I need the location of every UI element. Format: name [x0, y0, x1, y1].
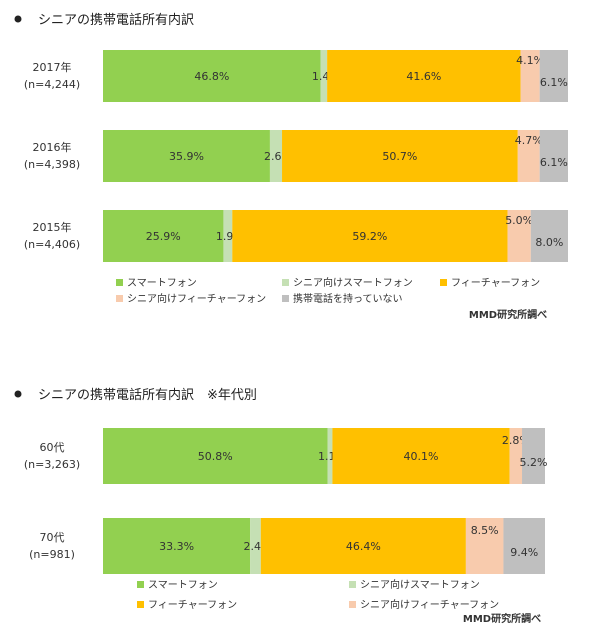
chart1-legend-label: シニア向けフィーチャーフォン [127, 292, 266, 305]
chart2-sample-label: (n=981) [29, 548, 75, 561]
chart1-data-label: 41.6% [406, 70, 441, 83]
chart1-sample-label: (n=4,398) [24, 158, 80, 171]
chart1-bar-segment [517, 130, 540, 182]
chart2-data-label: 5.2% [520, 456, 548, 469]
chart2-legend-label: シニア向けフィーチャーフォン [360, 598, 499, 611]
chart1-sample-label: (n=4,244) [24, 78, 80, 91]
chart2-bar-segment [503, 518, 545, 574]
chart1-data-label: 6.1% [540, 156, 568, 169]
chart2-bar-segment [332, 428, 510, 484]
chart1-data-label: 8.0% [535, 236, 563, 249]
chart2-bar-segment [327, 428, 333, 484]
chart1-legend-label: 携帯電話を持っていない [293, 292, 403, 305]
chart1-bar-segment [539, 50, 568, 102]
chart2-legend-swatch [137, 581, 144, 588]
chart1-bars: 2017年(n=4,244)46.8% 1.4% 41.6%4.1%6.1%2016… [24, 50, 568, 262]
chart1-bar-segment [327, 50, 521, 102]
chart1-bar-segment [282, 130, 518, 182]
chart1-data-label: 6.1% [540, 76, 568, 89]
chart1-legend-swatch [116, 279, 123, 286]
chart2-sample-label: (n=3,263) [24, 458, 80, 471]
chart1-legend-swatch [440, 279, 447, 286]
chart1-legend-label: スマートフォン [127, 278, 197, 289]
chart1-bar-segment [103, 50, 321, 102]
chart1-legend-label: シニア向けスマートフォン [293, 276, 413, 289]
chart2-legend-swatch [349, 601, 356, 608]
chart2-bar-segment [509, 428, 523, 484]
chart1-data-label: 25.9% [146, 230, 181, 243]
chart1-title: シニアの携帯電話所有内訳 [38, 12, 194, 28]
chart2-bar-segment [465, 518, 504, 574]
chart1-bar-segment [520, 50, 540, 102]
chart1-bar-segment [530, 210, 568, 262]
chart1-legend-swatch [282, 295, 289, 302]
chart2-legend-swatch [137, 601, 144, 608]
chart2-category-label: 60代 [40, 441, 65, 454]
chart1-category-label: 2017年 [33, 60, 72, 74]
chart1-bar-segment [539, 130, 568, 182]
chart1-data-label: 46.8% [194, 70, 229, 83]
chart1-bar-segment [320, 50, 328, 102]
chart1-data-label: 59.2% [352, 230, 387, 243]
chart2-category-label: 70代 [40, 531, 65, 544]
chart1-bar-segment [103, 130, 270, 182]
chart1-bar-segment [232, 210, 508, 262]
chart1-bar-segment [103, 210, 224, 262]
chart2-bar-segment [522, 428, 545, 484]
chart1-bar-segment [223, 210, 233, 262]
chart2-title: シニアの携帯電話所有内訳 ※年代別 [38, 387, 257, 403]
chart1-category-label: 2015年 [33, 220, 72, 234]
chart2-legend-swatch [349, 581, 356, 588]
chart1-title-bullet [14, 15, 22, 23]
chart2-data-label: 9.4% [510, 546, 538, 559]
chart2-data-label: 8.5% [471, 524, 499, 537]
chart2-bar-segment [103, 428, 328, 484]
chart2-data-label: 33.3% [159, 540, 194, 553]
chart2-legend-label: シニア向けスマートフォン [360, 578, 480, 591]
chart1-data-label: 4.7% [515, 134, 543, 147]
chart1-source: MMD研究所調べ [469, 308, 547, 321]
chart1-data-label: 50.7% [382, 150, 417, 163]
chart2-bar-segment [250, 518, 261, 574]
chart2-data-label: 46.4% [346, 540, 381, 553]
chart2-bars: 60代(n=3,263)50.8% 1.1% 40.1%2.8%5.2%70代(n=… [24, 428, 548, 574]
chart1-sample-label: (n=4,406) [24, 238, 80, 251]
chart1-legend-swatch [282, 279, 289, 286]
chart1-bar-segment [507, 210, 531, 262]
chart2-data-label: 50.8% [198, 450, 233, 463]
chart1-category-label: 2016年 [33, 140, 72, 154]
chart1-data-label: 4.1% [516, 54, 544, 67]
chart2-bar-segment [260, 518, 466, 574]
chart2-data-label: 40.1% [404, 450, 439, 463]
chart1-data-label: 35.9% [169, 150, 204, 163]
chart1-bar-segment [269, 130, 283, 182]
chart1-legend-swatch [116, 295, 123, 302]
chart1-legend-label: フィーチャーフォン [451, 277, 540, 289]
chart2-bar-segment [103, 518, 251, 574]
chart2-title-bullet [14, 390, 22, 398]
chart1-legend: スマートフォン シニア向けスマートフォン フィーチャーフォンシニア向けフィーチャーフ… [116, 276, 540, 305]
chart2-legend-label: スマートフォン [148, 580, 218, 591]
chart1-data-label: 5.0% [505, 214, 533, 227]
chart2-source: MMD研究所調べ [463, 612, 541, 625]
chart2-legend-label: フィーチャーフォン [148, 599, 237, 611]
